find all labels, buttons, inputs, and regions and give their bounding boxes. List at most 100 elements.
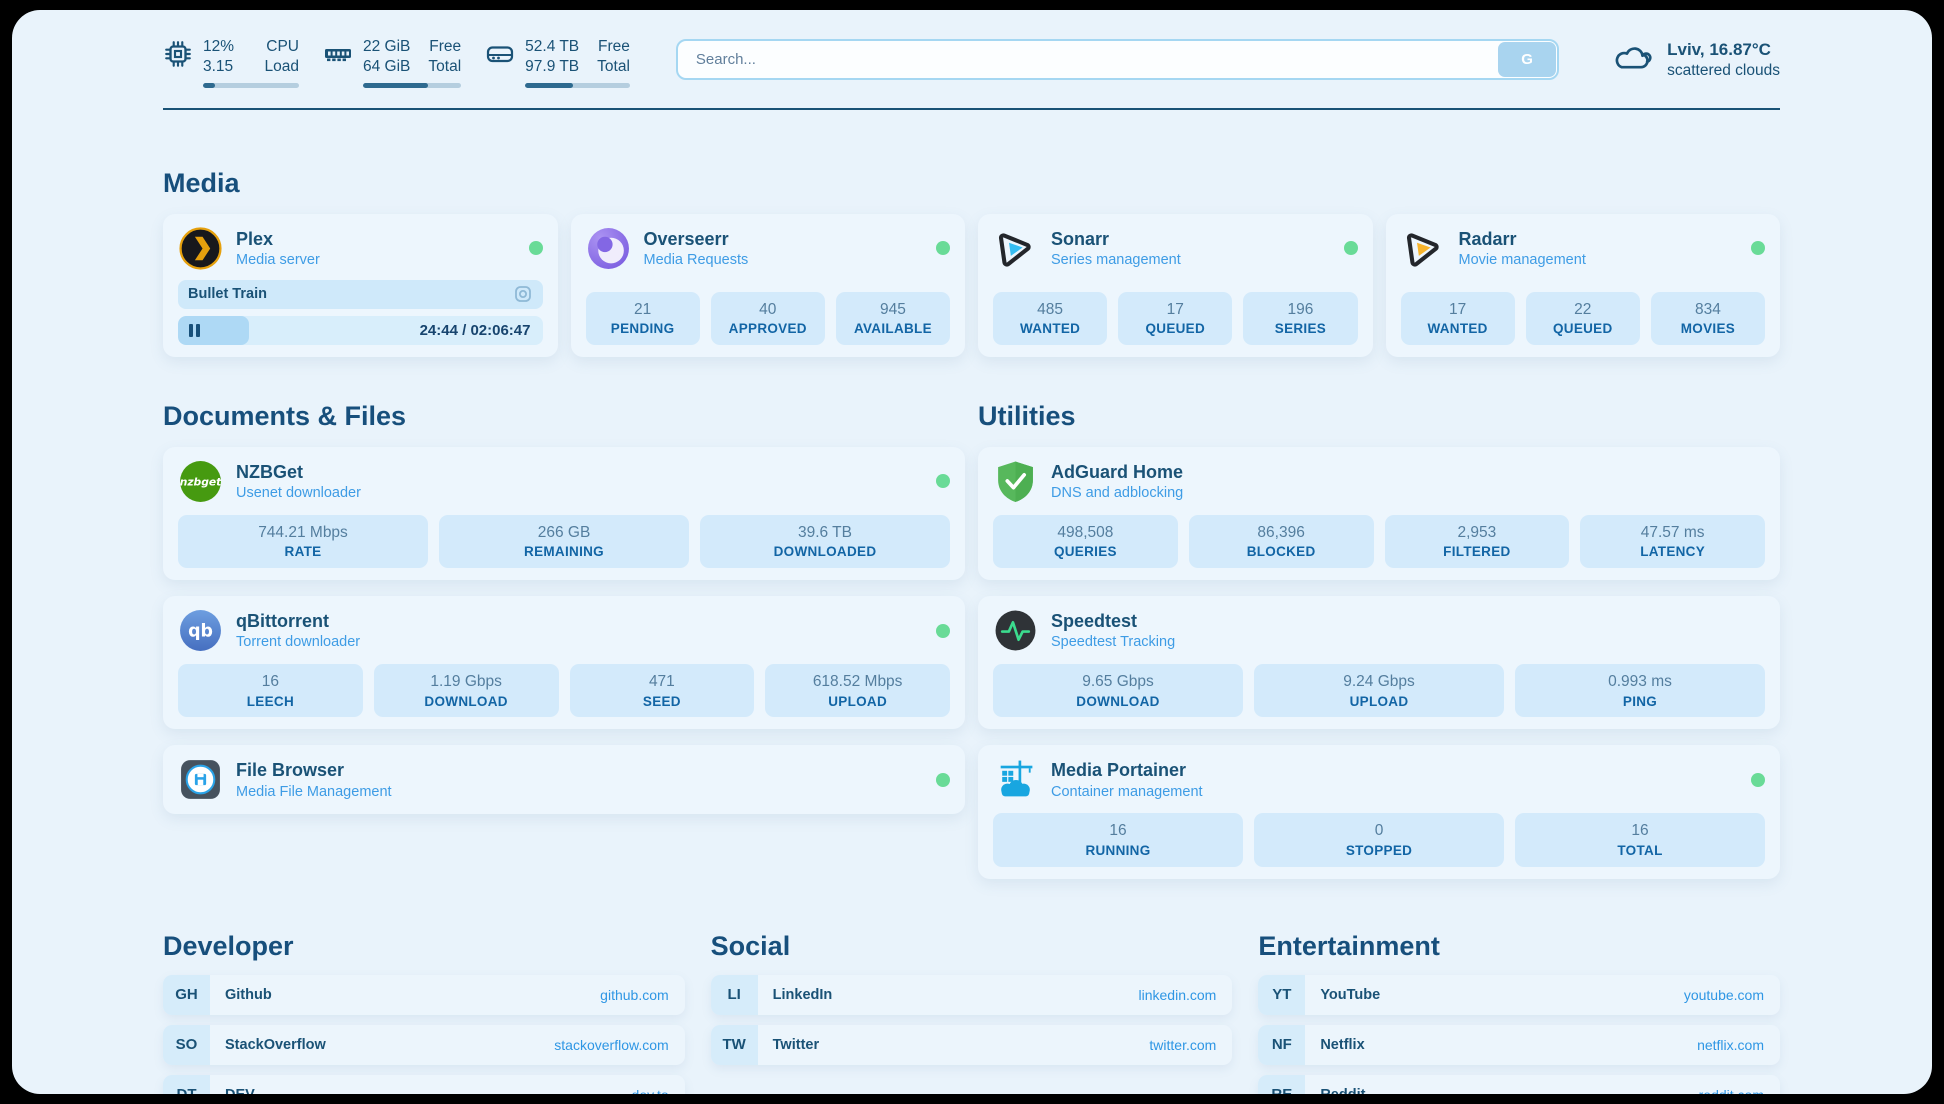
section-title-developer: Developer xyxy=(163,930,294,961)
header-divider xyxy=(163,107,1780,110)
app-subtitle: DNS and adblocking xyxy=(1051,485,1184,502)
portainer-card[interactable]: Media Portainer Container management 16 R… xyxy=(978,745,1780,879)
developer-column: Developer GH Github github.com SO StackO… xyxy=(163,931,685,1094)
weather-location-temp: Lviv, 16.87°C xyxy=(1667,40,1771,59)
playback-progress-bar[interactable]: 24:44 / 02:06:47 xyxy=(178,315,543,345)
plex-card[interactable]: Plex Media server Bullet Train xyxy=(163,213,558,357)
documents-column: Documents & Files nzbget NZBGet Usenet d… xyxy=(163,401,965,879)
bookmark-url[interactable]: github.com xyxy=(600,986,669,1003)
app-name: Radarr xyxy=(1458,228,1517,249)
bookmark-name: DEV xyxy=(225,1087,255,1094)
bookmark-tag: DT xyxy=(163,1074,210,1094)
stat-tile: 498,508 QUERIES xyxy=(993,514,1178,569)
bookmark-url[interactable]: youtube.com xyxy=(1683,986,1764,1003)
bookmark-url[interactable]: twitter.com xyxy=(1149,1036,1217,1053)
media-cards: Plex Media server Bullet Train xyxy=(163,213,1780,357)
sonarr-card[interactable]: Sonarr Series management 485 WANTED 17 QUE… xyxy=(978,213,1373,357)
qbittorrent-icon: qb xyxy=(180,610,221,652)
stat-tile: 744.21 Mbps RATE xyxy=(178,514,428,569)
stat-tile: 0.993 ms PING xyxy=(1515,664,1765,718)
section-title-media: Media xyxy=(163,167,240,198)
section-title-entertainment: Entertainment xyxy=(1258,930,1440,961)
qbittorrent-card[interactable]: qb qBittorrent Torrent downloader 16 LEEC… xyxy=(163,596,965,730)
app-subtitle: Container management xyxy=(1051,783,1203,800)
app-name: qBittorrent xyxy=(236,610,329,631)
app-name: File Browser xyxy=(236,760,345,781)
app-subtitle: Torrent downloader xyxy=(236,634,361,651)
sonarr-icon xyxy=(998,233,1031,267)
stat-tile: 9.65 Gbps DOWNLOAD xyxy=(993,664,1243,718)
bookmark-url[interactable]: stackoverflow.com xyxy=(554,1036,669,1053)
stat-tile: 9.24 Gbps UPLOAD xyxy=(1254,664,1504,718)
bookmark-stackoverflow[interactable]: SO StackOverflow stackoverflow.com xyxy=(163,1024,685,1065)
bookmark-url[interactable]: dev.to xyxy=(632,1087,669,1094)
disk-stat: 52.4 TB 97.9 TB Free Total xyxy=(485,37,630,88)
adguard-card[interactable]: AdGuard Home DNS and adblocking 498,508 Q… xyxy=(978,446,1780,581)
search-input[interactable] xyxy=(675,39,1560,80)
overseerr-card[interactable]: Overseerr Media Requests 21 PENDING 40 APP… xyxy=(570,213,965,357)
app-name: Plex xyxy=(236,228,274,249)
radarr-card[interactable]: Radarr Movie management 17 WANTED 22 QUEUE… xyxy=(1385,213,1780,357)
cpu-progress-bar xyxy=(203,82,299,88)
adguard-icon xyxy=(998,461,1033,502)
stat-tile: 16 RUNNING xyxy=(993,813,1243,867)
stat-tile: 196 SERIES xyxy=(1243,291,1358,345)
portainer-icon xyxy=(1000,760,1033,797)
status-online-dot xyxy=(936,474,950,489)
status-online-dot xyxy=(936,241,950,256)
stat-tile: 834 MOVIES xyxy=(1650,291,1766,345)
bookmark-tag: NF xyxy=(1258,1024,1306,1065)
bookmark-url[interactable]: linkedin.com xyxy=(1138,986,1217,1003)
playback-time: 24:44 / 02:06:47 xyxy=(419,321,531,339)
bookmark-youtube[interactable]: YT YouTube youtube.com xyxy=(1258,974,1780,1015)
utilities-column: Utilities AdGuard Home DNS xyxy=(978,401,1780,879)
stat-tile: 16 TOTAL xyxy=(1515,813,1765,867)
nzbget-card[interactable]: nzbget NZBGet Usenet downloader 744.21 M… xyxy=(163,446,965,581)
search-bar: G xyxy=(675,39,1560,80)
filebrowser-icon xyxy=(181,760,220,800)
stat-tile: 86,396 BLOCKED xyxy=(1188,514,1374,569)
bookmark-tag: GH xyxy=(163,974,210,1015)
app-subtitle: Media Requests xyxy=(643,252,749,269)
disk-icon xyxy=(487,46,514,63)
bookmark-tag: SO xyxy=(163,1024,210,1065)
speedtest-card[interactable]: Speedtest Speedtest Tracking 9.65 Gbps DO… xyxy=(978,596,1780,730)
bookmark-dev[interactable]: DT DEV dev.to xyxy=(163,1074,685,1094)
app-name: Speedtest xyxy=(1051,610,1138,631)
stat-tile: 0 STOPPED xyxy=(1254,813,1504,867)
bookmark-name: YouTube xyxy=(1320,986,1381,1003)
cpu-labels: CPU Load xyxy=(264,38,299,76)
stat-tile: 22 QUEUED xyxy=(1525,291,1640,345)
stat-tile: 16 LEECH xyxy=(178,664,363,718)
social-column: Social LI LinkedIn linkedin.com TW Twitt… xyxy=(710,931,1233,1094)
pause-icon xyxy=(189,323,193,337)
status-online-dot xyxy=(936,623,950,638)
weather-condition: scattered clouds xyxy=(1667,62,1780,80)
stat-tile: 17 QUEUED xyxy=(1118,291,1233,345)
entertainment-column: Entertainment YT YouTube youtube.com NF … xyxy=(1258,931,1780,1094)
bookmark-name: StackOverflow xyxy=(225,1036,326,1053)
bookmark-github[interactable]: GH Github github.com xyxy=(163,974,685,1015)
section-title-utilities: Utilities xyxy=(978,400,1076,431)
memory-stat: 22 GiB 64 GiB Free Total xyxy=(323,37,462,88)
search-engine-button[interactable]: G xyxy=(1498,42,1557,77)
bookmark-name: LinkedIn xyxy=(772,986,833,1003)
speedtest-icon xyxy=(995,610,1036,651)
bookmark-name: Github xyxy=(225,986,272,1003)
bookmark-reddit[interactable]: RE Reddit reddit.com xyxy=(1258,1074,1780,1094)
disk-labels: Free Total xyxy=(597,38,630,76)
svg-text:nzbget: nzbget xyxy=(180,475,222,488)
bookmark-name: Netflix xyxy=(1320,1036,1365,1053)
bookmark-netflix[interactable]: NF Netflix netflix.com xyxy=(1258,1024,1780,1065)
stat-tile: 266 GB REMAINING xyxy=(439,514,689,569)
bookmark-linkedin[interactable]: LI LinkedIn linkedin.com xyxy=(710,974,1233,1015)
bookmark-url[interactable]: netflix.com xyxy=(1697,1036,1764,1053)
stat-tile: 39.6 TB DOWNLOADED xyxy=(700,514,950,569)
bookmark-twitter[interactable]: TW Twitter twitter.com xyxy=(710,1024,1233,1065)
bookmark-url[interactable]: reddit.com xyxy=(1699,1087,1764,1094)
weather-widget: Lviv, 16.87°C scattered clouds xyxy=(1611,39,1780,81)
media-frame-icon xyxy=(514,286,531,303)
filebrowser-card[interactable]: File Browser Media File Management xyxy=(163,745,965,815)
app-subtitle: Media File Management xyxy=(236,783,392,800)
